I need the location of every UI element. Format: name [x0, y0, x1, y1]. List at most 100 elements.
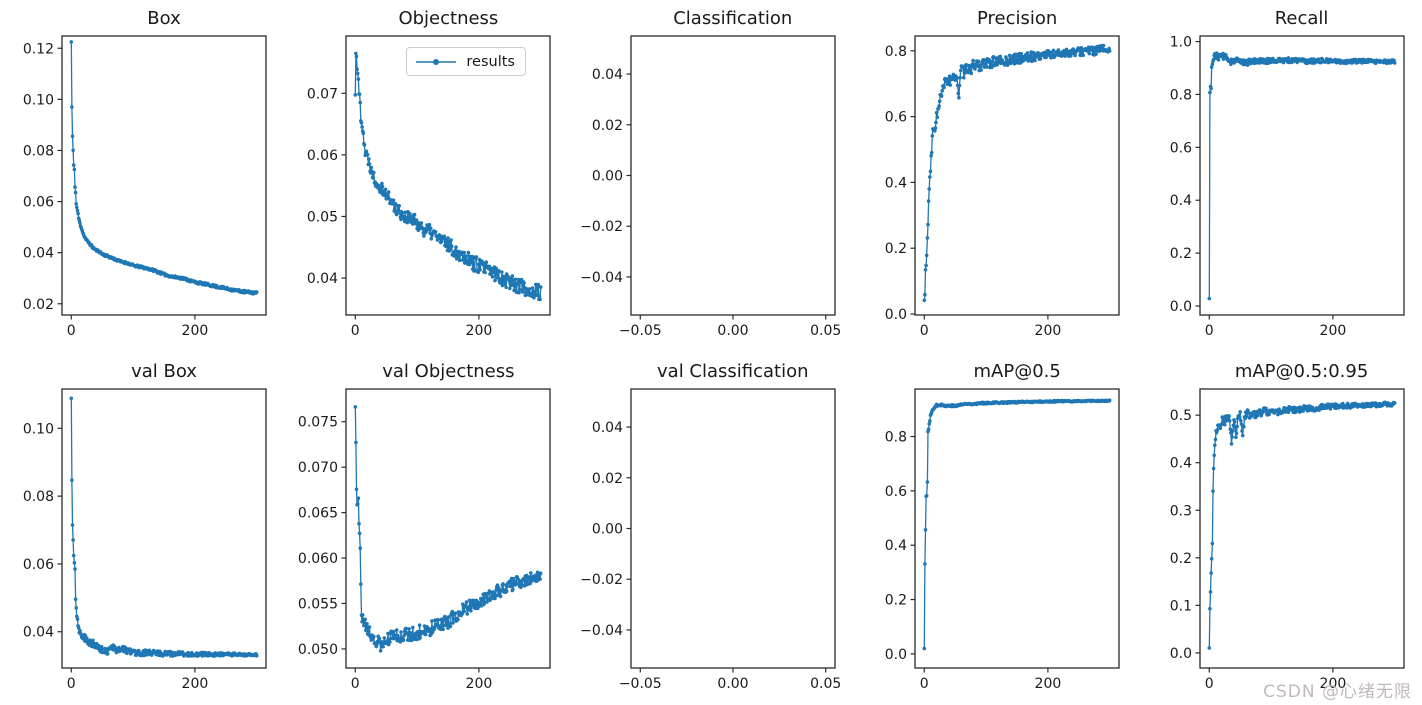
- x-tick-label: −0.05: [619, 676, 662, 692]
- y-tick-label: 0.04: [23, 624, 54, 640]
- y-tick-label: 0.4: [1169, 193, 1191, 209]
- axes-frame: [61, 387, 267, 669]
- subplot-val-objectness: val Objectness 0 200 0.050 0.055 0.060 0.065 0…: [284, 353, 568, 705]
- plot-area: 0 200 0.04 0.05 0.06 0.07: [284, 0, 568, 353]
- y-tick-label: 0.04: [592, 420, 623, 436]
- data-line: [355, 53, 542, 300]
- legend-label: results: [466, 53, 515, 70]
- subplot-title: Recall: [1274, 8, 1329, 29]
- data-line: [70, 397, 258, 658]
- y-tick-label: 0.4: [885, 175, 907, 191]
- y-tick-label: 0.06: [307, 148, 338, 164]
- y-axis-ticks: 0.0 0.2 0.4 0.6 0.8: [885, 44, 916, 323]
- x-tick-label: 0: [920, 323, 929, 339]
- y-tick-label: 0.070: [298, 460, 338, 476]
- axes-frame: [345, 387, 552, 669]
- y-tick-label: 0.0: [885, 307, 907, 323]
- x-axis-ticks: −0.05 0.00 0.05: [619, 667, 841, 692]
- data-series: [922, 397, 1112, 650]
- subplot-canvas: 0 200 0.0 0.2 0.4 0.6 0.8 1.0: [1169, 35, 1405, 339]
- subplot-canvas: 0 200 0.02 0.04 0.06 0.08 0.10 0.12: [23, 35, 267, 339]
- plot-area: −0.05 0.00 0.05 −0.04 −0.02 0.00 0.02 0.04: [569, 0, 853, 353]
- axes-frame: [630, 387, 836, 669]
- x-tick-label: 0.05: [810, 676, 841, 692]
- y-axis-ticks: 0.02 0.04 0.06 0.08 0.10 0.12: [23, 41, 62, 313]
- y-tick-label: 0.6: [1169, 140, 1191, 156]
- x-tick-label: 0: [920, 676, 929, 692]
- y-tick-label: 0.5: [1169, 408, 1191, 424]
- x-axis-ticks: 0 200: [920, 315, 1061, 339]
- data-line: [1208, 400, 1395, 648]
- subplot-canvas: 0 200 0.04 0.05 0.06 0.07: [307, 35, 552, 339]
- y-tick-label: 1.0: [1169, 35, 1191, 51]
- x-tick-label: 0.00: [717, 323, 748, 339]
- axes-frame: [345, 35, 552, 316]
- y-tick-label: 0.00: [592, 169, 623, 185]
- x-tick-label: 0.00: [717, 676, 748, 692]
- data-line: [923, 398, 1111, 649]
- subplot-classification: Classification −0.05 0.00 0.05 −0.04 −0.02 0.…: [569, 0, 853, 353]
- subplot-canvas: −0.05 0.00 0.05 −0.04 −0.02 0.00 0.02 0.04: [580, 35, 841, 339]
- y-tick-label: 0.05: [307, 209, 338, 225]
- data-series: [69, 40, 259, 296]
- subplot-canvas: 0 200 0.0 0.2 0.4 0.6 0.8: [885, 35, 1120, 339]
- y-tick-label: 0.0: [885, 646, 907, 662]
- y-axis-ticks: 0.050 0.055 0.060 0.065 0.070 0.075: [298, 414, 347, 657]
- x-axis-ticks: 0 200: [67, 315, 208, 339]
- subplot-title: mAP@0.5: [973, 360, 1061, 382]
- x-tick-label: 0.05: [810, 323, 841, 339]
- y-tick-label: 0.0: [1169, 299, 1191, 315]
- y-tick-label: 0.00: [592, 521, 623, 537]
- y-tick-label: 0.1: [1169, 598, 1191, 614]
- y-tick-label: 0.6: [885, 483, 907, 499]
- y-tick-label: 0.065: [298, 505, 338, 521]
- y-tick-label: 0.0: [1169, 645, 1191, 661]
- subplot-canvas: −0.05 0.00 0.05 −0.04 −0.02 0.00 0.02 0.04: [580, 387, 841, 692]
- x-tick-label: 200: [1035, 323, 1062, 339]
- axes-frame: [914, 35, 1120, 316]
- axes-frame: [1198, 35, 1405, 316]
- data-series: [353, 51, 543, 302]
- y-tick-label: 0.06: [23, 556, 54, 572]
- x-tick-label: 0: [67, 323, 76, 339]
- y-tick-label: −0.04: [580, 622, 623, 638]
- y-tick-label: 0.075: [298, 414, 338, 430]
- y-axis-ticks: −0.04 −0.02 0.00 0.02 0.04: [580, 67, 631, 286]
- y-tick-label: 0.10: [23, 92, 54, 108]
- data-line: [1208, 51, 1395, 299]
- plot-area: −0.05 0.00 0.05 −0.04 −0.02 0.00 0.02 0.04: [569, 353, 853, 705]
- y-tick-label: 0.8: [1169, 87, 1191, 103]
- subplot-canvas: 0 200 0.04 0.06 0.08 0.10: [23, 387, 267, 692]
- axes-frame: [914, 387, 1120, 669]
- y-tick-label: −0.04: [580, 270, 623, 286]
- subplot-val-box: val Box 0 200 0.04 0.06 0.08 0.10: [0, 353, 284, 705]
- y-tick-label: −0.02: [580, 219, 623, 235]
- subplot-canvas: 0 200 0.0 0.1 0.2 0.3 0.4 0.5: [1169, 387, 1405, 692]
- y-tick-label: 0.4: [1169, 455, 1191, 471]
- x-tick-label: 200: [466, 676, 493, 692]
- data-series: [1207, 400, 1397, 650]
- data-line: [70, 41, 258, 296]
- y-axis-ticks: 0.0 0.1 0.2 0.3 0.4 0.5: [1169, 408, 1200, 661]
- plot-area: 0 200 0.02 0.04 0.06 0.08 0.10 0.12: [0, 0, 284, 353]
- y-tick-label: 0.060: [298, 551, 338, 567]
- x-axis-ticks: 0 200: [1204, 667, 1346, 692]
- data-line: [923, 44, 1111, 301]
- y-tick-label: 0.02: [23, 297, 54, 313]
- y-tick-label: 0.2: [1169, 550, 1191, 566]
- y-tick-label: 0.2: [885, 241, 907, 257]
- subplot-title: val Objectness: [382, 360, 515, 382]
- x-tick-label: 200: [1319, 323, 1346, 339]
- subplot-map50: mAP@0.5 0 200 0.0 0.2 0.4 0.6 0.8: [853, 353, 1137, 705]
- y-tick-label: 0.2: [885, 592, 907, 608]
- data-series: [69, 396, 259, 658]
- y-tick-label: 0.4: [885, 538, 907, 554]
- y-tick-label: 0.6: [885, 110, 907, 126]
- subplot-canvas: 0 200 0.0 0.2 0.4 0.6 0.8: [885, 387, 1120, 692]
- subplot-title: Precision: [977, 8, 1058, 29]
- y-tick-label: 0.04: [307, 271, 338, 287]
- plot-area: 0 200 0.0 0.1 0.2 0.3 0.4 0.5: [1138, 353, 1422, 705]
- y-tick-label: −0.02: [580, 572, 623, 588]
- y-tick-label: 0.08: [23, 143, 54, 159]
